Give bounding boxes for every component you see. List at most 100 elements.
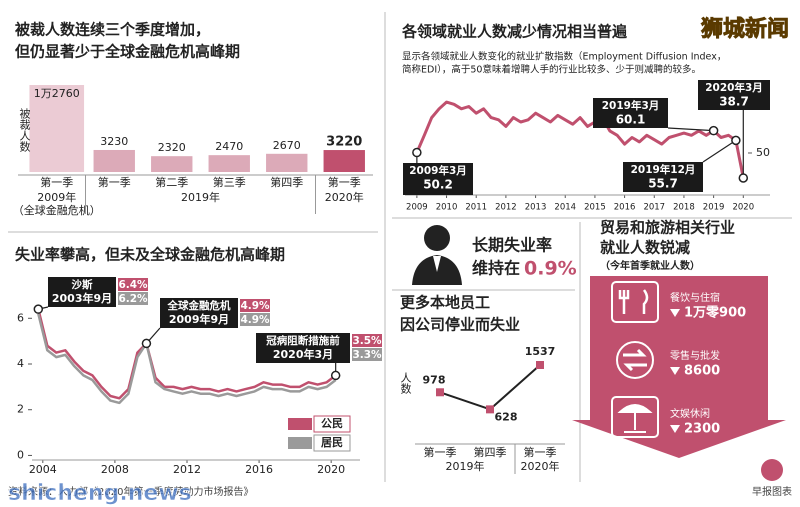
credit: 早报图表	[752, 485, 792, 498]
category-label: 第一季	[424, 445, 457, 459]
callout-box	[160, 298, 238, 328]
down-marker	[670, 367, 680, 375]
callout-box	[48, 277, 116, 307]
callout-date: 2020年3月	[273, 347, 333, 361]
down-marker	[670, 309, 680, 317]
item-value: 1万零900	[684, 306, 746, 321]
legend-box	[313, 415, 351, 433]
category-label: 第四季	[474, 445, 507, 459]
callout-value-box	[118, 292, 148, 305]
callout-date: 2003年9月	[52, 291, 112, 305]
legend-label: 居民	[321, 436, 343, 449]
item-value: 8600	[684, 364, 720, 379]
legend-swatch	[288, 418, 312, 430]
callout-point	[33, 304, 44, 314]
callout-value: 38.7	[719, 95, 749, 109]
callout-value-box	[352, 348, 382, 361]
category-label: 第四季	[270, 175, 303, 189]
x-tick-label: 2012	[495, 203, 517, 213]
item-label: 餐饮与住宿	[670, 291, 720, 304]
value-label: 3230	[100, 135, 128, 148]
icon-retail	[623, 348, 647, 372]
bar	[323, 150, 365, 172]
x-tick-label: 2012	[173, 463, 201, 476]
x-tick-label: 2020	[732, 203, 754, 213]
chart-title: 但仍显著少于全球金融危机高峰期	[14, 43, 240, 61]
callout-value-box	[240, 313, 270, 326]
bar	[151, 156, 193, 172]
legend-box	[313, 434, 351, 452]
x-tick-label: 2010	[436, 203, 458, 213]
icon-head	[424, 225, 450, 251]
group-label: 2020年	[521, 459, 560, 473]
x-tick-label: 2004	[29, 463, 57, 476]
bar	[208, 155, 250, 172]
callout-value-box	[118, 278, 148, 291]
item-value: 2300	[684, 422, 720, 437]
chart-title: 失业率攀高，但未及全球金融危机高峰期	[15, 246, 285, 264]
value-label: 978	[423, 373, 446, 386]
icon-leisure	[617, 404, 653, 433]
value-label: 3220	[326, 135, 362, 150]
value-label: 2470	[215, 140, 243, 153]
bar	[266, 153, 308, 172]
series-segment	[489, 364, 541, 411]
site-logo: 狮城新闻	[701, 16, 789, 42]
data-point	[486, 405, 494, 414]
item-label: 零售与批发	[670, 349, 720, 362]
person-icon	[412, 225, 462, 285]
x-tick-label: 2011	[465, 203, 487, 213]
group-label: 2020年	[325, 190, 364, 204]
chart-title: 被裁人数连续三个季度增加，	[15, 21, 210, 39]
category-label: 第一季	[98, 175, 131, 189]
callout-label: 冠病阻断措施前	[266, 334, 340, 347]
chart-subtitle: 简称EDI），高于50意味着增聘人手的行业比较多、少于则减聘的较多。	[402, 64, 701, 76]
series-line	[37, 308, 337, 400]
callout-point	[738, 173, 749, 183]
callout-value: 55.7	[648, 177, 678, 191]
source-note: 资料来源：人力部《2020年第一季度劳动力市场报告》	[8, 485, 253, 498]
item-label: 文娱休闲	[670, 407, 710, 420]
category-label: 第一季	[524, 445, 557, 459]
value-label: 2320	[158, 141, 186, 154]
chart-title: 贸易和旅游相关行业	[600, 219, 735, 237]
callout-box	[256, 333, 350, 363]
callout-value: 6.2%	[118, 293, 148, 305]
y-tick-label: 6	[17, 311, 24, 324]
callout-point	[141, 338, 152, 349]
callout-value-box	[240, 299, 270, 312]
publisher-logo	[761, 459, 783, 481]
callout-box	[698, 80, 770, 110]
x-tick-label: 2016	[614, 203, 636, 213]
x-tick-label: 2018	[673, 203, 695, 213]
y-axis-label: 人数	[399, 372, 412, 395]
callout-point	[412, 147, 422, 158]
callout-value: 3.5%	[352, 335, 382, 347]
legend-swatch	[288, 437, 312, 449]
value-label: 628	[495, 410, 518, 423]
value-label: 1537	[525, 345, 556, 358]
callout-date: 2009年9月	[169, 312, 229, 326]
category-label: 第一季	[40, 175, 73, 189]
chart-title: 因公司停业而失业	[400, 316, 520, 334]
x-tick-label: 2016	[245, 463, 273, 476]
series-line	[37, 313, 337, 405]
callout-point	[330, 370, 341, 381]
stat-label: 维持在	[472, 259, 520, 278]
callout-value-box	[352, 334, 382, 347]
y-tick-label: 2	[17, 403, 24, 416]
x-tick-label: 2009	[406, 203, 428, 213]
group-label: 2019年	[446, 459, 485, 473]
icon-collar	[433, 256, 441, 272]
callout-box	[403, 163, 473, 195]
group-label: 2019年	[181, 190, 220, 204]
chart-subtitle: 显示各领域就业人数变化的就业扩散指数（Employment Diffusion …	[402, 51, 726, 63]
callout-box	[593, 98, 668, 128]
callout-label: 2009年3月	[409, 164, 467, 177]
data-point	[536, 361, 544, 369]
legend-label: 公民	[321, 417, 343, 430]
callout-label: 沙斯	[72, 278, 93, 291]
value-label: 2670	[273, 139, 301, 152]
category-label: 第二季	[155, 175, 188, 189]
y-tick-label: 0	[17, 448, 24, 461]
